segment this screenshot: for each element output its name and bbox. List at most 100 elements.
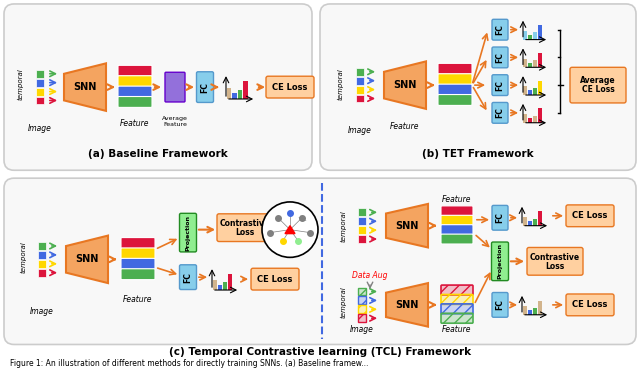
FancyBboxPatch shape [356,95,364,102]
FancyBboxPatch shape [492,19,508,40]
Text: SNN: SNN [396,221,419,231]
Text: Contrastive: Contrastive [530,253,580,262]
Bar [238,90,242,99]
FancyBboxPatch shape [441,234,473,244]
Text: Feature: Feature [124,296,153,304]
Text: Loss: Loss [545,262,564,271]
Bar [538,109,541,123]
FancyBboxPatch shape [179,213,196,252]
FancyBboxPatch shape [492,47,508,68]
Text: +: + [297,215,303,221]
FancyBboxPatch shape [358,235,366,243]
Polygon shape [285,226,295,234]
FancyBboxPatch shape [358,297,366,304]
FancyBboxPatch shape [527,247,583,275]
Bar [522,217,527,226]
Bar [528,35,532,40]
FancyBboxPatch shape [118,66,152,76]
Bar [524,114,527,123]
FancyBboxPatch shape [38,242,46,250]
Bar [524,86,527,95]
FancyBboxPatch shape [320,4,636,170]
Text: Image: Image [30,307,54,316]
FancyBboxPatch shape [358,287,366,296]
Text: Feature: Feature [163,122,187,127]
FancyBboxPatch shape [441,304,473,314]
FancyBboxPatch shape [566,294,614,316]
Text: temporal: temporal [337,68,343,100]
Text: Feature: Feature [390,122,420,131]
Text: CE Loss: CE Loss [272,82,308,92]
FancyBboxPatch shape [492,205,508,230]
Bar [538,301,542,315]
FancyBboxPatch shape [358,208,366,216]
FancyBboxPatch shape [118,96,152,107]
FancyBboxPatch shape [492,293,508,317]
FancyBboxPatch shape [441,215,473,225]
Text: SNN: SNN [76,254,99,264]
Text: Image: Image [28,124,52,133]
Text: Feature: Feature [442,195,472,205]
Text: SNN: SNN [396,300,419,310]
Bar [538,25,541,40]
Bar [524,59,527,67]
Bar [538,81,541,95]
FancyBboxPatch shape [165,72,185,102]
FancyBboxPatch shape [36,70,44,78]
Text: CE Loss: CE Loss [572,300,608,309]
Bar [528,63,532,67]
Text: Projection: Projection [186,215,191,251]
FancyBboxPatch shape [196,72,214,102]
FancyBboxPatch shape [121,269,155,280]
Bar [223,282,227,290]
Bar [528,90,532,95]
FancyBboxPatch shape [36,88,44,96]
FancyBboxPatch shape [121,248,155,259]
Text: Average: Average [580,76,616,85]
FancyBboxPatch shape [36,96,44,105]
FancyBboxPatch shape [4,178,636,344]
Bar [212,280,217,290]
FancyBboxPatch shape [438,95,472,105]
Bar [528,310,532,315]
Bar [533,116,537,123]
FancyBboxPatch shape [438,63,472,74]
Text: Projection: Projection [497,243,502,279]
Text: CE Loss: CE Loss [572,211,608,220]
FancyBboxPatch shape [251,268,299,290]
FancyBboxPatch shape [441,206,473,216]
Text: FC: FC [495,52,504,63]
FancyBboxPatch shape [4,4,312,170]
Text: Image: Image [350,325,374,334]
FancyBboxPatch shape [492,242,509,281]
Bar [533,308,537,315]
FancyBboxPatch shape [266,76,314,98]
Bar [533,88,537,95]
Bar [243,81,248,99]
Text: -: - [304,217,307,223]
Text: CE Loss: CE Loss [257,275,292,284]
FancyBboxPatch shape [118,86,152,97]
FancyBboxPatch shape [441,225,473,234]
Bar [228,274,232,290]
Polygon shape [64,63,106,111]
Circle shape [262,202,318,257]
FancyBboxPatch shape [121,238,155,248]
FancyBboxPatch shape [441,294,473,304]
Text: Contrastive: Contrastive [220,219,270,228]
FancyBboxPatch shape [179,265,196,290]
Bar [218,285,222,290]
Bar [227,88,231,99]
FancyBboxPatch shape [570,67,626,103]
Text: SNN: SNN [394,80,417,90]
Text: FC: FC [495,80,504,91]
FancyBboxPatch shape [441,285,473,295]
Bar [528,118,532,123]
FancyBboxPatch shape [356,77,364,85]
Text: Figure 1: An illustration of different methods for directly training SNNs. (a) B: Figure 1: An illustration of different m… [10,359,369,368]
Text: temporal: temporal [340,286,346,318]
FancyBboxPatch shape [438,84,472,95]
Text: Average: Average [162,116,188,121]
Bar [522,306,527,315]
FancyBboxPatch shape [118,76,152,86]
